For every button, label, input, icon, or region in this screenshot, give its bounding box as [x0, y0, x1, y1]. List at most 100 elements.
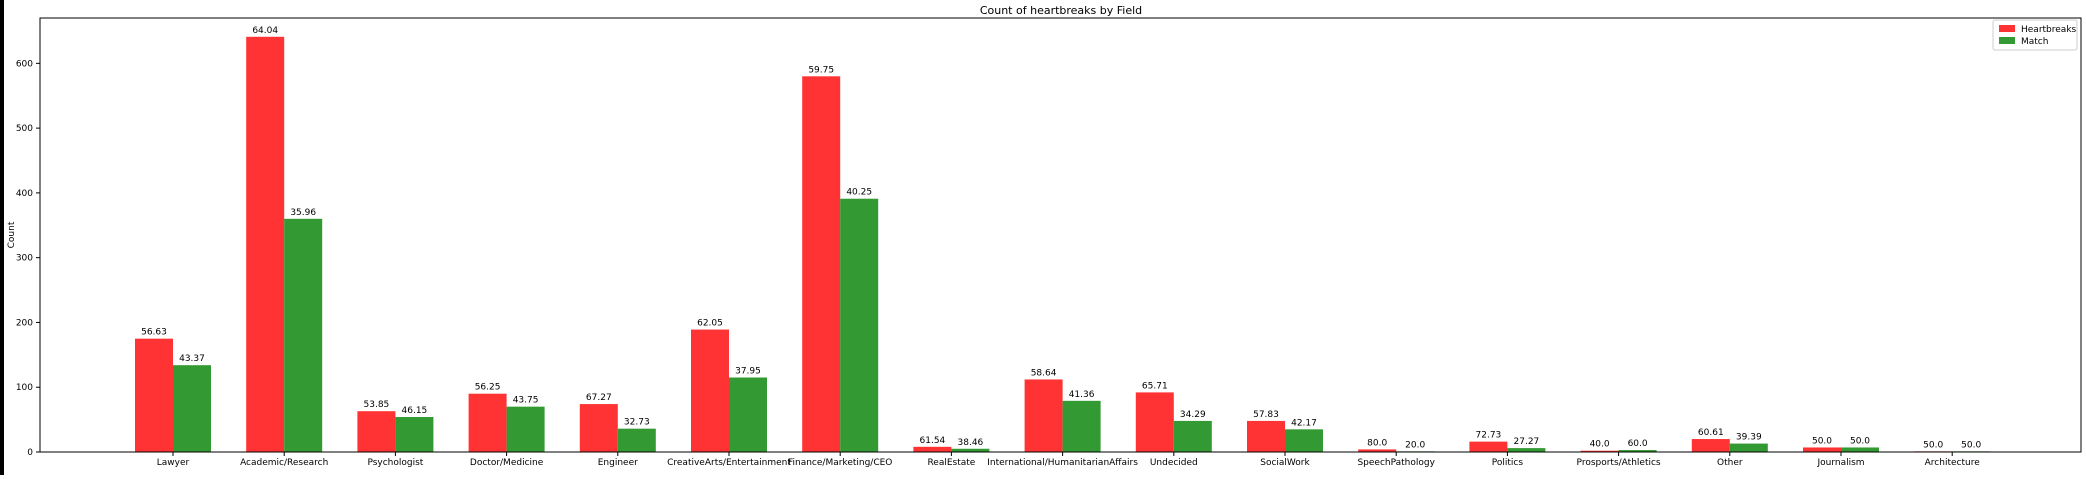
- bar-match: [617, 428, 656, 452]
- bar-value-label: 41.36: [1069, 390, 1095, 400]
- bar-heartbreaks: [802, 76, 841, 452]
- bar-match: [1285, 429, 1323, 452]
- bar-value-label: 60.61: [1698, 428, 1724, 438]
- x-tick-label: Finance/Marketing/CEO: [788, 458, 892, 468]
- bar-value-label: 20.0: [1405, 440, 1425, 450]
- x-tick-label: SocialWork: [1260, 458, 1310, 468]
- bar-heartbreaks: [1691, 439, 1730, 452]
- legend: Heartbreaks Match: [1992, 19, 2078, 51]
- bar-match: [1618, 450, 1657, 452]
- bar-value-label: 53.85: [364, 400, 390, 410]
- bar-heartbreaks: [468, 393, 507, 452]
- bar-value-label: 50.0: [1961, 440, 1981, 450]
- bar-heartbreaks: [1803, 447, 1841, 452]
- bar-match: [1507, 448, 1546, 452]
- legend-swatch: [1999, 37, 2015, 44]
- bar-value-label: 37.95: [735, 367, 761, 377]
- legend-label: Heartbreaks: [2021, 25, 2077, 35]
- bar-value-label: 58.64: [1031, 368, 1057, 378]
- bar-value-label: 50.0: [1812, 436, 1832, 446]
- bar-match: [173, 365, 211, 452]
- bar-value-label: 67.27: [586, 393, 612, 403]
- y-tick-label: 500: [16, 124, 33, 134]
- x-tick-label: Journalism: [1816, 458, 1864, 468]
- bar-value-label: 61.54: [920, 436, 946, 446]
- x-tick-label: Other: [1717, 458, 1743, 468]
- bar-match: [395, 417, 434, 452]
- bar-heartbreaks: [691, 329, 729, 452]
- bar-heartbreaks: [246, 36, 285, 453]
- plot-frame: [39, 17, 2082, 453]
- bar-value-label: 50.0: [1850, 436, 1870, 446]
- bar-match: [284, 218, 323, 452]
- bar-value-label: 60.0: [1628, 439, 1648, 449]
- bar-heartbreaks: [1247, 420, 1285, 452]
- bar-heartbreaks: [1024, 379, 1063, 452]
- bar-heartbreaks: [1135, 392, 1174, 452]
- x-tick-label: Academic/Research: [240, 458, 328, 468]
- bar-match: [1062, 400, 1101, 452]
- legend-label: Match: [2021, 37, 2048, 47]
- legend-swatch: [1999, 25, 2015, 32]
- bar-value-label: 64.04: [252, 26, 278, 36]
- bar-value-label: 40.0: [1590, 440, 1610, 450]
- y-tick-label: 200: [16, 318, 33, 328]
- bar-value-label: 34.29: [1180, 410, 1206, 420]
- bar-value-label: 42.17: [1291, 418, 1317, 428]
- bar-match: [951, 448, 990, 452]
- bar-value-label: 72.73: [1476, 431, 1502, 441]
- bar-match: [1841, 447, 1879, 452]
- bar-match: [1173, 420, 1212, 452]
- bar-value-label: 27.27: [1514, 437, 1540, 447]
- x-tick-label: CreativeArts/Entertainment: [667, 458, 791, 468]
- bar-value-label: 50.0: [1923, 440, 1943, 450]
- bar-heartbreaks: [1469, 441, 1508, 452]
- bar-value-label: 56.25: [475, 383, 501, 393]
- bar-value-label: 43.75: [513, 396, 539, 406]
- bar-value-label: 65.71: [1142, 381, 1168, 391]
- bars: 56.63 43.37 64.04 35.96 53.85 46.15 56.25 43.75…: [135, 26, 1991, 453]
- bar-heartbreaks: [579, 404, 618, 452]
- bar-value-label: 35.96: [290, 208, 316, 218]
- x-tick-label: Psychologist: [367, 458, 423, 468]
- y-tick-label: 0: [27, 448, 33, 458]
- bar-value-label: 38.46: [958, 438, 984, 448]
- x-tick-label: Architecture: [1925, 458, 1981, 468]
- bar-value-label: 57.83: [1253, 410, 1279, 420]
- y-axis-ticks: 0 100 200 300 400 500 600: [16, 59, 40, 458]
- x-tick-label: Undecided: [1150, 458, 1198, 468]
- bar-value-label: 56.63: [141, 328, 167, 338]
- bar-value-label: 39.39: [1736, 433, 1762, 443]
- x-tick-label: SpeechPathology: [1357, 458, 1435, 468]
- x-tick-label: RealEstate: [927, 458, 975, 468]
- y-tick-label: 600: [16, 59, 33, 69]
- bar-match: [840, 198, 879, 452]
- bar-heartbreaks: [1580, 450, 1619, 452]
- y-tick-label: 400: [16, 189, 33, 199]
- x-tick-label: Engineer: [598, 458, 638, 468]
- bar-heartbreaks: [357, 411, 396, 452]
- bar-match: [1729, 443, 1768, 452]
- bar-value-label: 62.05: [697, 319, 723, 329]
- window-edge: [0, 0, 4, 475]
- bar-match: [506, 406, 545, 452]
- chart-title: Count of heartbreaks by Field: [980, 4, 1142, 17]
- x-axis-ticks: Lawyer Academic/Research Psychologist Docto…: [157, 452, 1980, 468]
- bar-value-label: 46.15: [402, 406, 428, 416]
- bar-value-label: 59.75: [808, 65, 834, 75]
- y-tick-label: 100: [16, 383, 33, 393]
- x-tick-label: International/HumanitarianAffairs: [987, 458, 1138, 468]
- x-tick-label: Prosports/Athletics: [1577, 458, 1661, 468]
- bar-heartbreaks: [1358, 449, 1397, 452]
- y-axis-label: Count: [7, 221, 17, 248]
- x-tick-label: Politics: [1492, 458, 1524, 468]
- y-tick-label: 300: [16, 254, 33, 264]
- x-tick-label: Lawyer: [157, 458, 190, 468]
- bar-match: [729, 377, 767, 452]
- bar-heartbreaks: [913, 446, 952, 452]
- bar-heartbreaks: [135, 338, 173, 452]
- bar-value-label: 43.37: [179, 354, 205, 364]
- bar-value-label: 80.0: [1367, 438, 1387, 448]
